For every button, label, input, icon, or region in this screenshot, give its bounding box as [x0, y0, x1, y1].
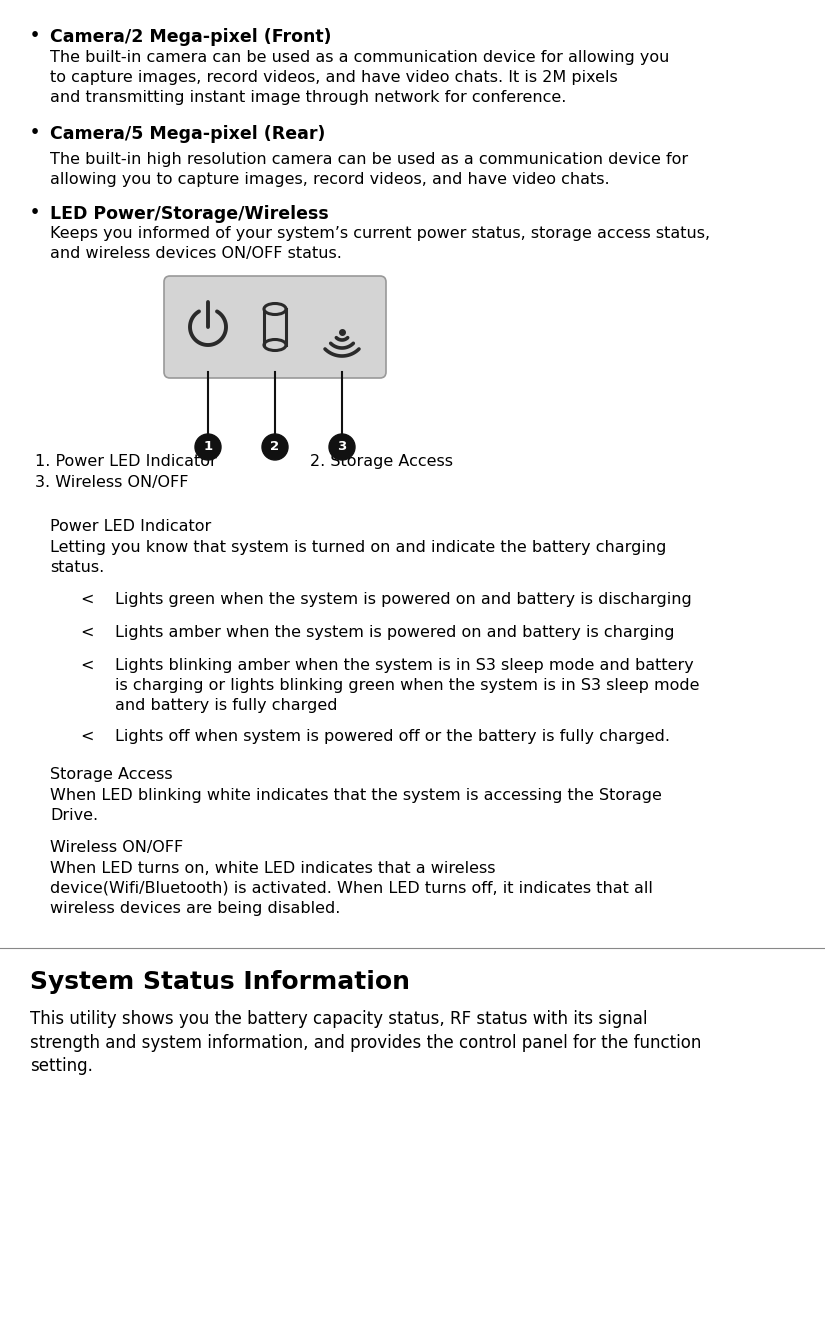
Text: 3: 3	[337, 441, 346, 454]
Text: Camera/2 Mega-pixel (Front): Camera/2 Mega-pixel (Front)	[50, 28, 332, 46]
Text: System Status Information: System Status Information	[30, 970, 410, 994]
Text: Power LED Indicator: Power LED Indicator	[50, 518, 211, 535]
Text: •: •	[30, 205, 40, 220]
Text: <: <	[80, 592, 93, 607]
Text: Wireless ON/OFF: Wireless ON/OFF	[50, 839, 183, 855]
Text: The built-in high resolution camera can be used as a communication device for
al: The built-in high resolution camera can …	[50, 152, 688, 187]
FancyBboxPatch shape	[164, 277, 386, 377]
Text: •: •	[30, 125, 40, 140]
Text: <: <	[80, 729, 93, 744]
Text: 3. Wireless ON/OFF: 3. Wireless ON/OFF	[35, 475, 188, 490]
Text: Lights amber when the system is powered on and battery is charging: Lights amber when the system is powered …	[115, 624, 675, 641]
Text: The built-in camera can be used as a communication device for allowing you
to ca: The built-in camera can be used as a com…	[50, 50, 669, 105]
Text: Letting you know that system is turned on and indicate the battery charging
stat: Letting you know that system is turned o…	[50, 540, 667, 575]
Text: 1. Power LED Indicator: 1. Power LED Indicator	[35, 454, 217, 469]
Text: Camera/5 Mega-pixel (Rear): Camera/5 Mega-pixel (Rear)	[50, 125, 325, 142]
Ellipse shape	[264, 340, 286, 351]
Text: This utility shows you the battery capacity status, RF status with its signal
st: This utility shows you the battery capac…	[30, 1010, 701, 1076]
Text: When LED turns on, white LED indicates that a wireless
device(Wifi/Bluetooth) is: When LED turns on, white LED indicates t…	[50, 861, 653, 916]
Circle shape	[329, 434, 355, 461]
Text: Storage Access: Storage Access	[50, 767, 172, 782]
Text: LED Power/Storage/Wireless: LED Power/Storage/Wireless	[50, 205, 328, 223]
Text: Keeps you informed of your system’s current power status, storage access status,: Keeps you informed of your system’s curr…	[50, 226, 710, 261]
Text: <: <	[80, 658, 93, 673]
Text: 2. Storage Access: 2. Storage Access	[310, 454, 453, 469]
Text: Lights blinking amber when the system is in S3 sleep mode and battery
is chargin: Lights blinking amber when the system is…	[115, 658, 700, 713]
Circle shape	[262, 434, 288, 461]
Ellipse shape	[264, 304, 286, 314]
Text: •: •	[30, 28, 40, 43]
Text: 1: 1	[204, 441, 213, 454]
Text: 2: 2	[271, 441, 280, 454]
Circle shape	[195, 434, 221, 461]
Text: Lights off when system is powered off or the battery is fully charged.: Lights off when system is powered off or…	[115, 729, 670, 744]
Text: <: <	[80, 624, 93, 641]
Text: When LED blinking white indicates that the system is accessing the Storage
Drive: When LED blinking white indicates that t…	[50, 788, 662, 823]
Text: Lights green when the system is powered on and battery is discharging: Lights green when the system is powered …	[115, 592, 691, 607]
